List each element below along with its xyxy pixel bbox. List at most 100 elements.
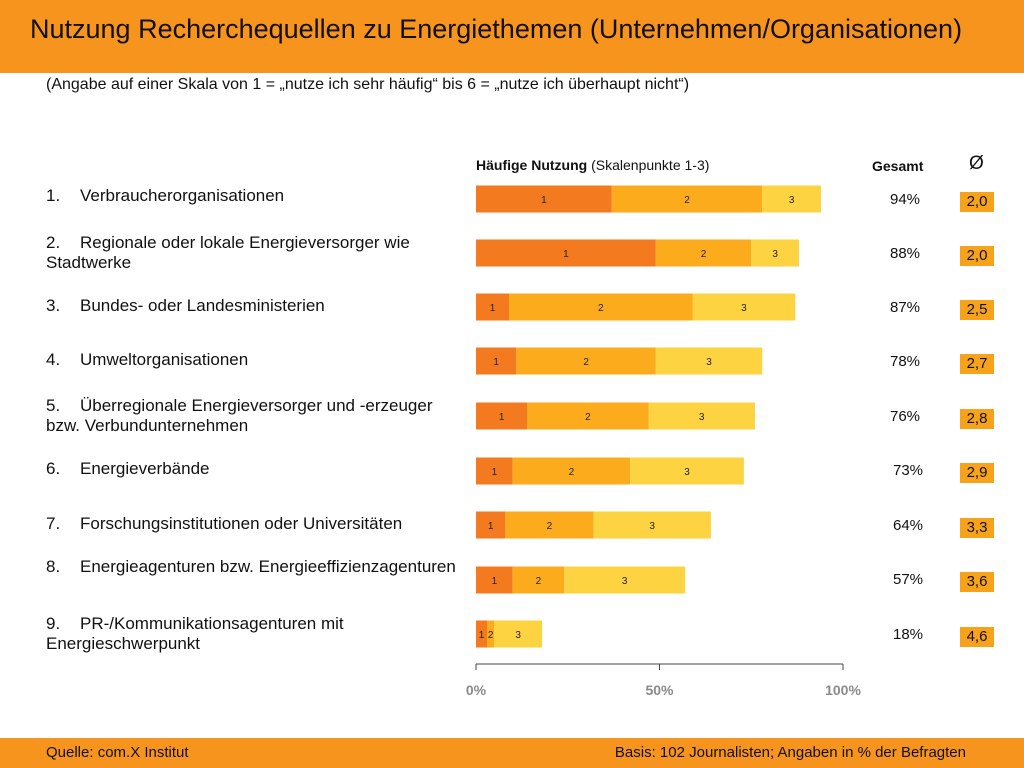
row-number: 6. (46, 459, 61, 478)
total-value: 73% (893, 462, 924, 479)
total-value: 18% (893, 626, 924, 643)
bar-segment-1 (476, 620, 488, 648)
total-value: 78% (890, 353, 921, 370)
bar-segment-3 (648, 402, 755, 430)
bars-column-header: Häufige Nutzung (Skalenpunkte 1-3) (476, 157, 709, 173)
bar-segment-label: 1 (493, 357, 499, 368)
average-badge: 2,5 (960, 300, 994, 320)
row-label: 9. PR-/Kommunikationsagenturen mit Energi… (46, 614, 466, 654)
average-badge: 3,6 (960, 572, 994, 592)
bar-segment-label: 2 (536, 576, 542, 587)
bar-segment-label: 1 (490, 303, 496, 314)
average-badge: 2,0 (960, 192, 994, 212)
bar-segment-1 (476, 566, 513, 594)
bar-segment-1 (476, 347, 517, 375)
bar-segment-2 (509, 293, 693, 321)
row-label-text: Verbraucherorganisationen (80, 186, 285, 205)
avg-column-header: Ø (969, 153, 984, 174)
row-number: 8. (46, 557, 61, 576)
bar-segment-label: 1 (488, 521, 494, 532)
bar-segment-1 (476, 457, 513, 485)
bar-segment-label: 2 (569, 467, 575, 478)
row-label-text: PR-/Kommunikationsagenturen mit Energies… (46, 614, 344, 653)
bar-segment-label: 2 (684, 195, 690, 206)
bar-segment-2 (512, 566, 565, 594)
average-badge: 3,3 (960, 518, 994, 538)
row-label-text: Energieagenturen bzw. Energieeffizienzag… (80, 557, 456, 576)
bar-segment-2 (512, 457, 631, 485)
row-number: 2. (46, 233, 61, 252)
x-tick-label: 100% (825, 682, 861, 698)
row-label-text: Bundes- oder Landesministerien (80, 296, 325, 315)
bar-segment-label: 3 (772, 249, 778, 260)
average-badge: 2,7 (960, 354, 994, 374)
footer-bar (0, 738, 1024, 768)
bar-segment-2 (611, 185, 763, 213)
bar-segment-2 (505, 511, 594, 539)
total-value: 57% (893, 571, 924, 588)
bar-segment-2 (516, 347, 656, 375)
bar-segment-label: 1 (492, 467, 498, 478)
bar-segment-3 (630, 457, 744, 485)
bar-segment-label: 2 (585, 412, 591, 423)
total-value: 88% (890, 245, 921, 262)
bar-segment-1 (476, 293, 510, 321)
bar-segment-label: 3 (515, 630, 521, 641)
bar-segment-label: 1 (479, 630, 485, 641)
row-label: 3. Bundes- oder Landesministerien (46, 296, 466, 316)
bar-segment-1 (476, 402, 528, 430)
row-number: 9. (46, 614, 61, 633)
row-label-text: Regionale oder lokale Energieversorger w… (46, 233, 410, 272)
x-tick-label: 0% (466, 682, 487, 698)
row-label: 6. Energieverbände (46, 459, 466, 479)
bar-segment-label: 1 (563, 249, 569, 260)
row-label-text: Forschungsinstitutionen oder Universität… (80, 514, 403, 533)
average-badge: 2,0 (960, 246, 994, 266)
average-badge: 4,6 (960, 627, 994, 647)
total-value: 87% (890, 299, 921, 316)
bar-segment-2 (527, 402, 649, 430)
bar-segment-label: 3 (699, 412, 705, 423)
bar-segment-3 (655, 347, 763, 375)
bar-segment-3 (564, 566, 686, 594)
bar-segment-label: 3 (741, 303, 747, 314)
row-label-text: Überregionale Energieversorger und -erze… (46, 396, 433, 435)
bar-segment-label: 2 (488, 630, 494, 641)
bar-segment-3 (593, 511, 711, 539)
total-value: 64% (893, 517, 924, 534)
bar-segment-2 (487, 620, 495, 648)
bar-segment-1 (476, 239, 656, 267)
bar-segment-3 (692, 293, 796, 321)
bars-column-header-bold: Häufige Nutzung (476, 157, 588, 173)
footer-source: Quelle: com.X Institut (46, 744, 189, 761)
row-label: 8. Energieagenturen bzw. Energieeffizienz… (46, 557, 466, 577)
row-label: 5. Überregionale Energieversorger und -er… (46, 396, 466, 436)
page-title: Nutzung Recherchequellen zu Energietheme… (30, 14, 963, 44)
bar-segment-label: 2 (547, 521, 553, 532)
row-number: 5. (46, 396, 61, 415)
row-label-text: Umweltorganisationen (80, 350, 249, 369)
x-tick-label: 50% (645, 682, 674, 698)
bar-segment-label: 3 (649, 521, 655, 532)
row-label: 4. Umweltorganisationen (46, 350, 466, 370)
row-label: 2. Regionale oder lokale Energieversorger… (46, 233, 466, 273)
bars-column-header-rest: (Skalenpunkte 1-3) (587, 157, 710, 173)
footer-basis: Basis: 102 Journalisten; Angaben in % de… (614, 744, 966, 761)
row-number: 1. (46, 186, 61, 205)
row-label: 7. Forschungsinstitutionen oder Universit… (46, 514, 466, 534)
title-bar (0, 0, 1024, 73)
row-number: 7. (46, 514, 61, 533)
total-value: 94% (890, 191, 921, 208)
bar-segment-label: 1 (499, 412, 505, 423)
bar-segment-label: 1 (541, 195, 547, 206)
average-badge: 2,9 (960, 463, 994, 483)
total-column-header: Gesamt (872, 158, 924, 174)
bar-segment-3 (762, 185, 821, 213)
bar-segment-label: 2 (598, 303, 604, 314)
bar-segment-label: 3 (789, 195, 795, 206)
row-label-text: Energieverbände (80, 459, 210, 478)
bar-segment-1 (476, 511, 506, 539)
row-number: 4. (46, 350, 61, 369)
bar-segment-label: 3 (684, 467, 690, 478)
